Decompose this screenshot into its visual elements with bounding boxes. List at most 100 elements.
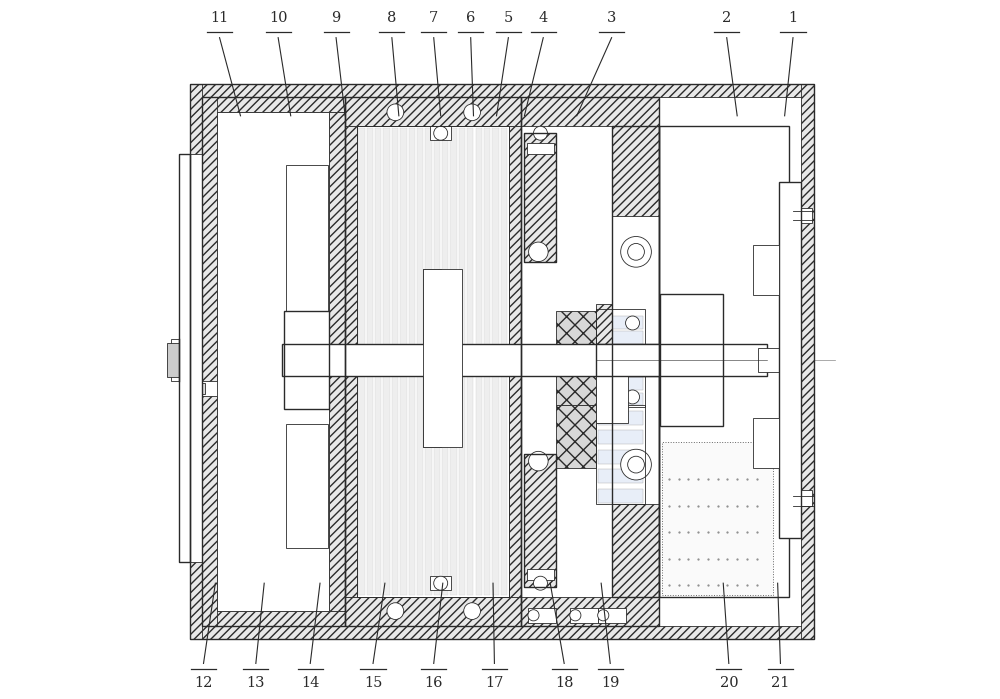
Bar: [287, 473, 326, 487]
Bar: [801, 491, 812, 506]
Bar: [753, 418, 779, 468]
Bar: [598, 331, 643, 344]
Polygon shape: [612, 505, 659, 597]
Bar: [194, 383, 205, 394]
Bar: [659, 127, 789, 597]
Bar: [409, 128, 415, 595]
Circle shape: [229, 239, 254, 264]
Bar: [417, 128, 423, 595]
Circle shape: [621, 449, 651, 480]
Bar: [242, 549, 256, 567]
Polygon shape: [556, 311, 596, 405]
Text: 2: 2: [722, 11, 731, 25]
Text: 14: 14: [301, 676, 319, 690]
Circle shape: [570, 610, 581, 621]
Bar: [358, 128, 365, 595]
Bar: [596, 363, 628, 423]
Bar: [190, 85, 814, 639]
Bar: [434, 128, 440, 595]
Bar: [287, 433, 326, 447]
Bar: [459, 128, 465, 595]
Text: 16: 16: [424, 676, 443, 690]
Bar: [221, 426, 263, 496]
Bar: [235, 140, 263, 168]
Circle shape: [234, 229, 250, 246]
Bar: [758, 348, 793, 372]
Bar: [202, 97, 801, 626]
Bar: [425, 128, 432, 595]
Bar: [598, 393, 643, 405]
Bar: [357, 127, 509, 597]
Bar: [524, 134, 556, 262]
Polygon shape: [612, 127, 659, 215]
Bar: [287, 531, 326, 545]
Polygon shape: [556, 405, 596, 468]
Bar: [524, 454, 556, 586]
Bar: [596, 344, 767, 376]
Polygon shape: [179, 154, 190, 562]
Bar: [167, 343, 179, 377]
Circle shape: [434, 127, 448, 140]
Bar: [179, 154, 202, 562]
Bar: [179, 154, 190, 562]
Bar: [596, 309, 645, 407]
Bar: [282, 344, 659, 376]
Bar: [367, 128, 373, 595]
Polygon shape: [221, 458, 238, 493]
Bar: [598, 316, 643, 329]
Bar: [234, 114, 328, 196]
Bar: [521, 97, 659, 626]
Bar: [286, 424, 328, 548]
Bar: [612, 127, 659, 597]
Bar: [793, 493, 808, 503]
Bar: [450, 128, 457, 595]
Bar: [202, 97, 345, 626]
Polygon shape: [217, 113, 231, 611]
Polygon shape: [521, 597, 659, 626]
Polygon shape: [509, 127, 521, 597]
Circle shape: [621, 236, 651, 267]
Polygon shape: [660, 294, 723, 426]
Text: 21: 21: [771, 676, 790, 690]
Bar: [662, 442, 773, 595]
Bar: [793, 210, 808, 220]
Text: 5: 5: [504, 11, 513, 25]
Circle shape: [387, 104, 404, 121]
Bar: [501, 128, 507, 595]
Bar: [287, 297, 326, 311]
Bar: [345, 97, 521, 626]
Bar: [596, 405, 645, 505]
Polygon shape: [801, 85, 814, 639]
Bar: [753, 245, 779, 295]
Bar: [242, 145, 256, 163]
Bar: [287, 278, 326, 291]
Circle shape: [529, 242, 548, 261]
Bar: [528, 607, 556, 623]
Bar: [492, 128, 499, 595]
Bar: [235, 545, 263, 572]
Bar: [287, 238, 326, 252]
Polygon shape: [190, 626, 814, 639]
Bar: [284, 311, 329, 409]
Bar: [287, 258, 326, 272]
Bar: [423, 269, 462, 447]
Circle shape: [628, 456, 644, 473]
Bar: [400, 128, 407, 595]
Polygon shape: [190, 85, 814, 97]
Circle shape: [533, 127, 547, 140]
Circle shape: [626, 316, 640, 330]
Text: 17: 17: [485, 676, 504, 690]
Polygon shape: [202, 97, 345, 113]
Polygon shape: [596, 304, 612, 363]
Circle shape: [464, 104, 480, 121]
Text: 11: 11: [210, 11, 229, 25]
Polygon shape: [753, 245, 765, 295]
Bar: [287, 180, 326, 194]
Polygon shape: [202, 611, 345, 626]
Polygon shape: [202, 97, 217, 626]
Bar: [598, 470, 643, 484]
Text: 15: 15: [364, 676, 382, 690]
Text: 4: 4: [539, 11, 548, 25]
Bar: [598, 489, 643, 503]
Bar: [221, 213, 263, 283]
